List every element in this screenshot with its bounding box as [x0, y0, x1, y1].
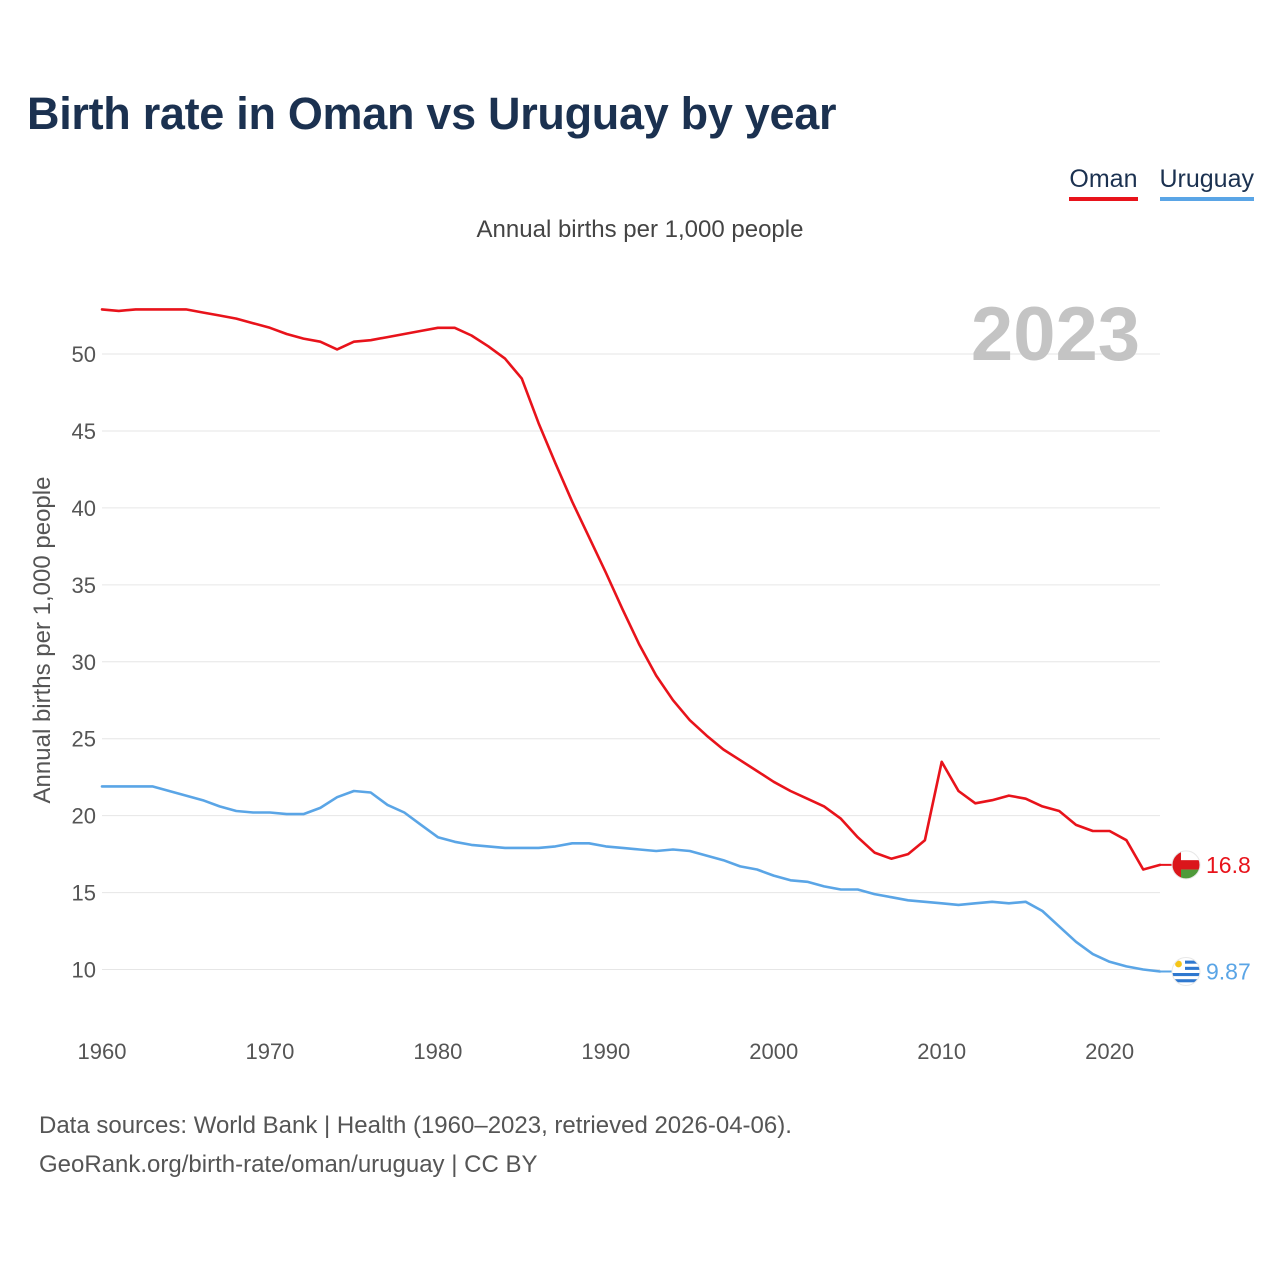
y-tick-label-40: 40	[72, 496, 96, 521]
x-tick-label-2000: 2000	[749, 1039, 798, 1064]
y-tick-label-20: 20	[72, 804, 96, 829]
line-chart: 2023 Annual births per 1,000 people 1960…	[29, 292, 1251, 1064]
legend-item-oman[interactable]: Oman	[1069, 164, 1138, 201]
y-tick-label-25: 25	[72, 727, 96, 752]
chart-title: Birth rate in Oman vs Uruguay by year	[27, 88, 837, 139]
series-line-oman[interactable]	[100, 308, 1162, 871]
footer-attribution: GeoRank.org/birth-rate/oman/uruguay | CC…	[39, 1151, 538, 1178]
y-tick-label-45: 45	[72, 419, 96, 444]
footer: Data sources: World Bank | Health (1960–…	[39, 1106, 792, 1184]
y-tick-label-50: 50	[72, 342, 96, 367]
y-axis-ticks: 10 15 20 25 30 35 40 45 50	[72, 342, 96, 983]
flag-uruguay-icon	[1171, 957, 1201, 987]
y-tick-label-10: 10	[72, 958, 96, 983]
series-layer	[100, 308, 1162, 973]
end-label-oman: 16.8	[1206, 852, 1251, 878]
y-tick-label-15: 15	[72, 881, 96, 906]
current-year-watermark: 2023	[971, 292, 1140, 377]
legend: Oman Uruguay	[1069, 164, 1254, 201]
x-tick-label-2010: 2010	[917, 1039, 966, 1064]
flag-oman-icon	[1171, 850, 1201, 880]
grid-layer	[102, 353, 1160, 970]
x-tick-label-1990: 1990	[581, 1039, 630, 1064]
chart-subtitle: Annual births per 1,000 people	[476, 216, 804, 243]
y-tick-label-30: 30	[72, 650, 96, 675]
footer-sources: Data sources: World Bank | Health (1960–…	[39, 1112, 792, 1139]
series-line-uruguay[interactable]	[100, 785, 1162, 973]
x-tick-label-1960: 1960	[78, 1039, 127, 1064]
y-axis-label: Annual births per 1,000 people	[29, 477, 56, 804]
end-markers: 16.8 9.87	[1160, 850, 1251, 987]
x-tick-label-1980: 1980	[413, 1039, 462, 1064]
x-axis-ticks: 1960 1970 1980 1990 2000 2010 2020	[78, 1039, 1135, 1064]
end-label-uruguay: 9.87	[1206, 959, 1251, 985]
x-tick-label-2020: 2020	[1085, 1039, 1134, 1064]
y-tick-label-35: 35	[72, 573, 96, 598]
legend-item-uruguay[interactable]: Uruguay	[1159, 164, 1254, 201]
x-tick-label-1970: 1970	[245, 1039, 294, 1064]
